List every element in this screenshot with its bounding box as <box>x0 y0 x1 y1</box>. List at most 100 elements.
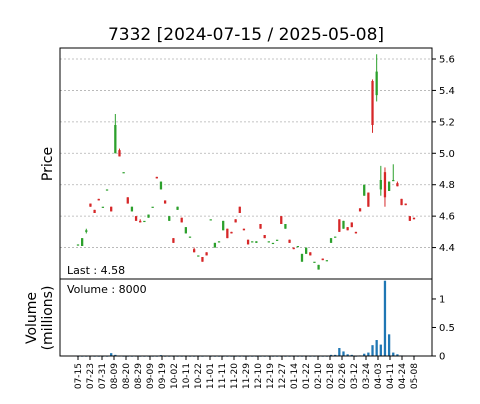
x-tick-label: 05-08 <box>410 363 420 389</box>
candle <box>159 181 163 190</box>
candle <box>251 241 254 243</box>
candle <box>350 222 353 228</box>
volume-bar <box>371 345 374 356</box>
volume-bar <box>338 348 341 356</box>
candle-body <box>296 246 299 248</box>
candle <box>346 227 349 231</box>
candle-body <box>251 241 254 243</box>
volume-tick-label: 0 <box>439 352 445 363</box>
candle-body <box>122 172 125 174</box>
candle-body <box>143 220 146 223</box>
x-tick-label: 04-03 <box>374 363 384 389</box>
candle-body <box>126 197 129 204</box>
candle-body <box>147 214 150 218</box>
candle <box>329 238 333 243</box>
candle-body <box>188 236 192 238</box>
candle-body <box>180 217 183 223</box>
candle-body <box>387 181 391 191</box>
candle-body <box>238 206 241 213</box>
candle <box>213 242 217 248</box>
candle <box>139 219 142 223</box>
candle <box>271 242 275 245</box>
candle <box>188 236 192 238</box>
candle-body <box>338 219 341 232</box>
volume-bar <box>383 280 387 356</box>
candle <box>288 239 291 243</box>
price-gridlines <box>60 58 432 248</box>
candle <box>300 253 304 262</box>
volume-bar <box>346 354 349 356</box>
volume-bar <box>375 340 378 356</box>
candle-body <box>151 206 154 208</box>
candle-body <box>358 208 362 212</box>
candle-body <box>400 198 403 206</box>
candle <box>130 206 134 212</box>
candle-body <box>367 192 370 207</box>
price-tick-label: 4.8 <box>439 180 455 191</box>
candle-body <box>76 244 80 246</box>
volume-bar <box>363 353 366 356</box>
candle-body <box>222 220 225 231</box>
candle <box>280 216 283 224</box>
candle-body <box>346 227 349 231</box>
candle-body <box>163 200 167 204</box>
candle-body <box>217 241 221 243</box>
candle-body <box>168 216 171 221</box>
candle <box>255 241 258 243</box>
candle-body <box>101 206 105 208</box>
volume-bar <box>367 352 370 356</box>
candle <box>408 216 411 221</box>
candle <box>383 167 387 207</box>
price-tick-label: 5.2 <box>439 117 455 128</box>
volume-bar <box>114 354 117 356</box>
candle-body <box>275 239 279 241</box>
candle-body <box>134 216 138 221</box>
candle <box>325 260 329 262</box>
candle-body <box>363 184 366 196</box>
candle-body <box>284 224 287 229</box>
x-tick-label: 12-10 <box>254 363 264 389</box>
candle <box>367 192 370 207</box>
candle-body <box>226 228 229 239</box>
candle-body <box>230 231 233 234</box>
candle <box>180 217 183 223</box>
x-tick-label: 01-14 <box>290 363 300 389</box>
candle <box>176 206 179 210</box>
candle <box>81 238 84 246</box>
candle <box>305 247 308 254</box>
x-tick-label: 08-09 <box>110 363 120 389</box>
candle <box>230 231 233 234</box>
x-tick-label: 04-11 <box>386 363 396 389</box>
candle-body <box>412 217 416 220</box>
candle <box>168 216 171 221</box>
volume-bar <box>110 353 113 356</box>
candle-body <box>325 260 329 262</box>
x-axis-ticks: 07-15 07-23 07-31 08-09 08-20 08-29 09-09 09-19… <box>74 356 420 389</box>
candle-body <box>89 203 92 207</box>
candle <box>155 176 158 179</box>
x-tick-label: 08-29 <box>134 363 144 389</box>
volume-bar <box>379 344 382 356</box>
candle-body <box>176 206 179 210</box>
x-tick-label: 11-29 <box>242 363 252 389</box>
candle <box>151 206 154 208</box>
x-tick-label: 10-22 <box>194 363 204 389</box>
candle <box>205 252 208 256</box>
candle-body <box>350 222 353 228</box>
volume-bar <box>387 334 391 356</box>
candle-body <box>267 241 270 243</box>
candle-body <box>246 239 250 245</box>
volume-bar <box>342 351 345 356</box>
candle-body <box>383 172 387 198</box>
candle <box>122 172 125 174</box>
x-tick-label: 07-15 <box>74 363 84 389</box>
candle-body <box>193 249 196 253</box>
candle <box>342 220 345 229</box>
candle-body <box>292 247 295 250</box>
candle-body <box>371 81 374 125</box>
candle <box>292 247 295 250</box>
candle-body <box>234 219 237 223</box>
candle-body <box>85 230 88 232</box>
volume-bar <box>334 354 337 356</box>
